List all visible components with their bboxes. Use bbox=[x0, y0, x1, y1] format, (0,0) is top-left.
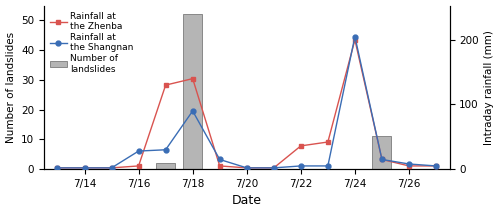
Rainfall at
the Shangnan bbox=[271, 167, 277, 169]
Rainfall at
the Zhenba bbox=[352, 39, 358, 41]
Rainfall at
the Shangnan bbox=[216, 158, 222, 161]
Rainfall at
the Zhenba bbox=[244, 167, 250, 169]
Rainfall at
the Zhenba bbox=[216, 165, 222, 167]
Rainfall at
the Shangnan bbox=[190, 110, 196, 112]
Rainfall at
the Shangnan bbox=[244, 167, 250, 169]
Rainfall at
the Shangnan bbox=[433, 165, 439, 167]
Bar bbox=[183, 14, 202, 169]
Rainfall at
the Zhenba bbox=[325, 141, 331, 143]
Rainfall at
the Shangnan bbox=[352, 35, 358, 38]
Rainfall at
the Zhenba bbox=[136, 165, 141, 167]
Rainfall at
the Zhenba bbox=[190, 77, 196, 80]
Rainfall at
the Shangnan bbox=[325, 165, 331, 167]
Rainfall at
the Zhenba bbox=[162, 84, 168, 86]
Bar bbox=[156, 163, 175, 169]
Rainfall at
the Zhenba bbox=[108, 167, 114, 169]
Rainfall at
the Shangnan bbox=[54, 167, 60, 169]
Rainfall at
the Shangnan bbox=[108, 167, 114, 169]
Y-axis label: Number of landslides: Number of landslides bbox=[6, 32, 16, 143]
Rainfall at
the Zhenba bbox=[54, 167, 60, 169]
Rainfall at
the Shangnan bbox=[136, 150, 141, 152]
Rainfall at
the Zhenba bbox=[271, 167, 277, 169]
Rainfall at
the Zhenba bbox=[298, 145, 304, 147]
Rainfall at
the Shangnan bbox=[406, 163, 412, 165]
X-axis label: Date: Date bbox=[232, 194, 262, 207]
Line: Rainfall at
the Shangnan: Rainfall at the Shangnan bbox=[55, 34, 438, 170]
Y-axis label: Intraday rainfall (mm): Intraday rainfall (mm) bbox=[484, 30, 494, 145]
Rainfall at
the Shangnan bbox=[379, 158, 385, 161]
Rainfall at
the Zhenba bbox=[433, 165, 439, 167]
Line: Rainfall at
the Zhenba: Rainfall at the Zhenba bbox=[55, 37, 438, 170]
Rainfall at
the Zhenba bbox=[82, 167, 87, 169]
Legend: Rainfall at
the Zhenba, Rainfall at
the Shangnan, Number of
landslides: Rainfall at the Zhenba, Rainfall at the … bbox=[48, 10, 136, 75]
Rainfall at
the Shangnan bbox=[82, 167, 87, 169]
Bar bbox=[372, 137, 392, 169]
Rainfall at
the Zhenba bbox=[406, 165, 412, 167]
Rainfall at
the Shangnan bbox=[162, 148, 168, 151]
Rainfall at
the Zhenba bbox=[379, 158, 385, 161]
Rainfall at
the Shangnan bbox=[298, 165, 304, 167]
